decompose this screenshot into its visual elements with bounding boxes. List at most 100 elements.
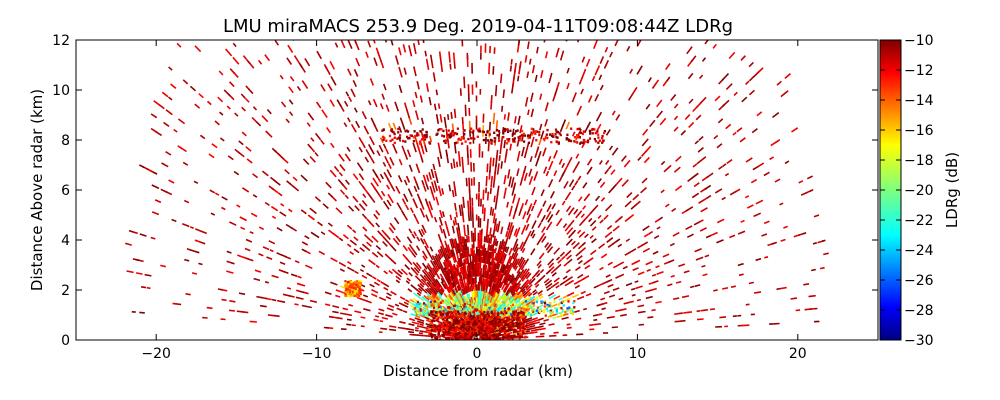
radar-gate: [449, 63, 452, 70]
radar-gate: [554, 281, 560, 286]
radar-gate: [513, 132, 516, 135]
radar-gate: [522, 321, 525, 324]
radar-gate: [779, 202, 784, 206]
radar-gate: [214, 120, 220, 126]
radar-gate: [348, 290, 352, 293]
radar-gate: [496, 313, 499, 316]
radar-gate: [458, 278, 464, 289]
radar-gate: [470, 317, 473, 321]
radar-gate: [475, 320, 478, 323]
radar-gate: [503, 325, 506, 328]
radar-gate: [600, 197, 606, 202]
radar-gate: [346, 224, 353, 230]
radar-gate: [420, 278, 426, 284]
radar-gate: [652, 250, 659, 255]
radar-gate: [484, 303, 487, 306]
radar-gate: [488, 62, 491, 75]
radar-gate: [507, 323, 510, 326]
radar-gate: [335, 207, 343, 215]
radar-gate: [440, 324, 444, 327]
radar-gate: [488, 333, 491, 336]
radar-gate: [528, 308, 531, 311]
radar-gate: [240, 226, 246, 231]
radar-gate: [279, 74, 284, 80]
radar-gate: [186, 248, 191, 251]
radar-gate: [575, 161, 581, 168]
radar-gate: [339, 164, 346, 172]
radar-gate: [640, 187, 647, 194]
radar-gate: [594, 93, 600, 102]
radar-gate: [518, 308, 521, 311]
radar-gate: [548, 178, 554, 188]
radar-gate: [416, 300, 419, 304]
radar-gate: [432, 306, 435, 309]
radar-gate: [501, 334, 505, 337]
radar-gate: [490, 258, 494, 266]
radar-gate: [288, 208, 293, 213]
radar-gate: [321, 109, 328, 119]
radar-gate: [600, 253, 608, 259]
radar-gate: [445, 149, 448, 157]
radar-gate: [507, 312, 511, 315]
radar-gate: [648, 230, 654, 235]
radar-gate: [413, 185, 418, 193]
radar-gate: [462, 262, 466, 273]
radar-gate: [571, 229, 577, 235]
radar-gate: [517, 322, 520, 325]
radar-gate: [494, 316, 497, 320]
radar-gate: [480, 268, 483, 277]
radar-gate: [561, 313, 564, 316]
radar-gate: [471, 270, 474, 277]
radar-gate: [469, 137, 473, 140]
radar-gate: [219, 137, 225, 142]
radar-gate: [444, 298, 450, 305]
radar-gate: [345, 91, 350, 97]
radar-gate: [520, 203, 525, 210]
radar-gate: [378, 312, 385, 316]
radar-gate: [524, 97, 529, 107]
radar-gate: [698, 135, 704, 141]
radar-gate: [239, 216, 247, 222]
radar-gate: [344, 179, 350, 186]
radar-gate: [725, 123, 732, 130]
radar-gate: [581, 68, 587, 79]
radar-gate: [716, 143, 723, 149]
radar-gate: [667, 283, 673, 287]
radar-gate: [783, 225, 788, 229]
radar-gate: [499, 316, 502, 319]
radar-gate: [443, 335, 446, 338]
radar-gate: [463, 303, 466, 306]
radar-gate: [452, 288, 457, 295]
radar-gate: [503, 332, 507, 335]
radar-gate: [515, 321, 518, 325]
radar-gate: [395, 279, 401, 284]
radar-gate: [705, 234, 712, 239]
radar-gate: [436, 337, 439, 340]
radar-gate: [423, 294, 430, 301]
radar-gate: [233, 72, 239, 78]
radar-gate: [552, 316, 557, 320]
radar-gate: [426, 314, 429, 317]
radar-gate: [467, 137, 470, 141]
radar-gate: [514, 238, 519, 245]
radar-gate: [555, 135, 558, 139]
radar-gate: [415, 245, 421, 252]
colorbar-tick-label: −10: [904, 33, 934, 49]
radar-gate: [505, 148, 508, 157]
radar-gate: [467, 305, 470, 308]
radar-gate: [568, 179, 575, 188]
radar-gate: [443, 301, 449, 307]
radar-gate: [527, 109, 530, 116]
radar-gate: [469, 262, 473, 271]
radar-gate: [464, 257, 467, 265]
radar-gate: [486, 312, 489, 315]
radar-gate: [543, 301, 546, 305]
radar-gate: [286, 57, 293, 65]
radar-gate: [599, 84, 604, 91]
radar-gate: [425, 319, 434, 324]
radar-gate: [276, 227, 283, 232]
radar-gate: [553, 277, 560, 283]
radar-gate: [471, 131, 474, 134]
radar-gate: [375, 245, 382, 251]
radar-gate: [563, 180, 569, 189]
